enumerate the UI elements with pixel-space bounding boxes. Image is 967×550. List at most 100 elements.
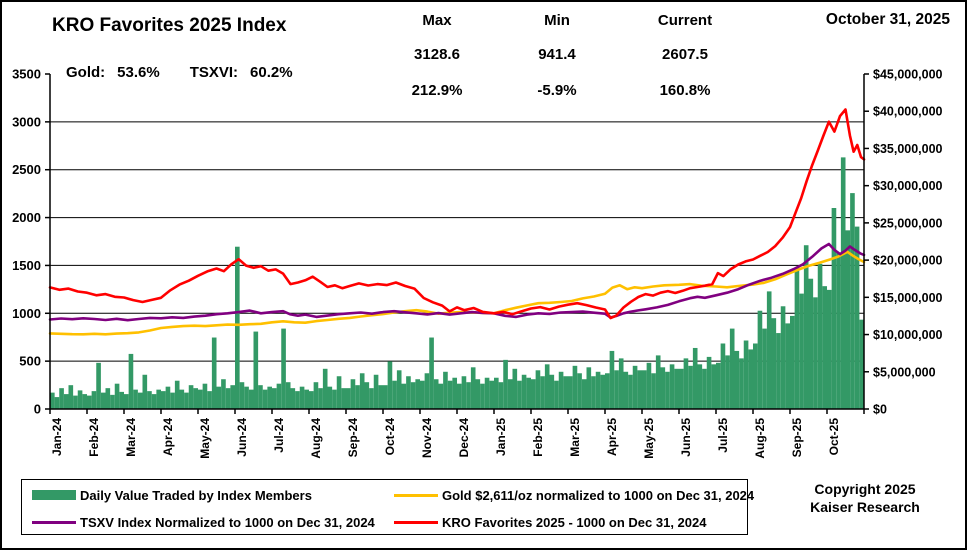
legend-item: Daily Value Traded by Index Members — [32, 488, 312, 503]
value-traded-bar — [526, 377, 532, 409]
value-traded-bar — [785, 323, 791, 409]
value-traded-bar — [766, 291, 772, 409]
value-traded-bar — [706, 356, 712, 409]
y-right-tick-label: $5,000,000 — [873, 365, 936, 379]
value-traded-bar — [517, 380, 522, 409]
legend-bar-swatch — [32, 490, 76, 500]
value-traded-bar — [105, 388, 111, 409]
value-traded-bar — [720, 343, 726, 409]
value-traded-bar — [836, 252, 841, 409]
value-traded-bar — [531, 379, 536, 409]
value-traded-bar — [711, 364, 717, 409]
value-traded-bar — [420, 380, 425, 409]
x-tick-label: Jun-25 — [679, 418, 693, 457]
value-traded-bar — [373, 374, 379, 409]
value-traded-bar — [803, 245, 809, 409]
value-traded-bar — [854, 226, 860, 409]
y-left-tick-label: 2000 — [12, 210, 41, 225]
legend-line-swatch — [394, 493, 438, 497]
value-traded-bar — [82, 394, 88, 409]
value-traded-bar — [475, 379, 481, 409]
value-traded-bar — [859, 319, 865, 409]
value-traded-bar — [322, 368, 328, 409]
value-traded-bar — [632, 365, 638, 409]
value-traded-bar — [77, 390, 83, 409]
value-traded-bar — [549, 374, 555, 409]
value-traded-bar — [822, 286, 828, 409]
min-label: Min — [544, 12, 570, 29]
value-traded-bar — [494, 377, 499, 409]
value-traded-bar — [59, 388, 64, 409]
value-traded-bar — [248, 389, 254, 409]
value-traded-bar — [355, 385, 360, 409]
legend-item: TSXV Index Normalized to 1000 on Dec 31,… — [32, 515, 375, 530]
value-traded-bar — [799, 293, 804, 409]
value-traded-bar — [716, 362, 721, 409]
y-right-tick-label: $40,000,000 — [873, 105, 943, 119]
value-traded-bar — [383, 385, 388, 409]
value-traded-bar — [230, 385, 236, 409]
value-traded-bar — [817, 263, 823, 409]
value-traded-bar — [595, 371, 601, 409]
y-left-tick-label: 0 — [34, 402, 41, 417]
value-traded-bar — [165, 386, 171, 409]
value-traded-bar — [290, 388, 296, 409]
value-traded-bar — [618, 358, 624, 409]
value-traded-bar — [840, 157, 846, 409]
y-right-tick-label: $35,000,000 — [873, 142, 943, 156]
y-left-tick-label: 500 — [19, 354, 41, 369]
x-tick-label: Apr-24 — [161, 418, 175, 456]
value-traded-bar — [503, 359, 508, 409]
y-right-tick-label: $25,000,000 — [873, 216, 943, 230]
value-traded-bar — [364, 382, 370, 409]
legend-line-swatch — [394, 520, 438, 524]
x-tick-label: Sep-25 — [790, 418, 804, 458]
value-traded-bar — [258, 385, 263, 409]
value-traded-bar — [87, 395, 92, 409]
max-pct: 212.9% — [411, 82, 463, 99]
value-traded-bar — [128, 353, 134, 409]
value-traded-bar — [137, 392, 143, 409]
value-traded-bar — [725, 355, 730, 409]
summary-column-min: Min 941.4 -5.9% — [492, 12, 622, 108]
value-traded-bar — [304, 389, 310, 409]
value-traded-bar — [281, 328, 286, 409]
value-traded-bar — [341, 388, 347, 409]
value-traded-bar — [600, 374, 606, 409]
value-traded-bar — [401, 383, 407, 409]
value-traded-bar — [96, 362, 101, 409]
value-traded-bar — [193, 388, 199, 409]
x-tick-label: Apr-25 — [605, 418, 619, 456]
series-line — [48, 108, 866, 320]
y-left-tick-label: 1000 — [12, 306, 41, 321]
page-title: KRO Favorites 2025 Index — [52, 15, 287, 36]
value-traded-bar — [669, 364, 675, 409]
chart-legend: Daily Value Traded by Index Members Gold … — [21, 479, 754, 535]
x-tick-label: Feb-24 — [87, 418, 101, 457]
value-traded-bar — [184, 392, 189, 409]
value-traded-bar — [790, 315, 795, 409]
value-traded-bar — [387, 361, 393, 409]
value-traded-bar — [262, 389, 268, 409]
value-traded-bar — [410, 382, 416, 409]
y-right-tick-label: $45,000,000 — [873, 68, 943, 82]
value-traded-bar — [313, 382, 319, 409]
x-tick-label: Oct-24 — [383, 418, 397, 456]
value-traded-bar — [225, 388, 231, 409]
value-traded-bar — [674, 368, 680, 409]
value-traded-bar — [156, 389, 162, 409]
legend-line-swatch — [32, 520, 76, 524]
value-traded-bar — [202, 383, 208, 409]
value-traded-bar — [498, 382, 504, 409]
value-traded-bar — [512, 368, 518, 409]
value-traded-bar — [174, 380, 180, 409]
value-traded-bar — [110, 394, 115, 409]
value-traded-bar — [457, 383, 462, 409]
x-tick-label: Feb-25 — [531, 418, 545, 457]
value-traded-bar — [63, 394, 69, 409]
value-traded-bar — [697, 364, 703, 409]
value-traded-bar — [521, 374, 527, 409]
x-tick-label: Jun-24 — [235, 418, 249, 457]
value-traded-bar — [466, 382, 471, 409]
value-traded-bar — [346, 388, 351, 409]
